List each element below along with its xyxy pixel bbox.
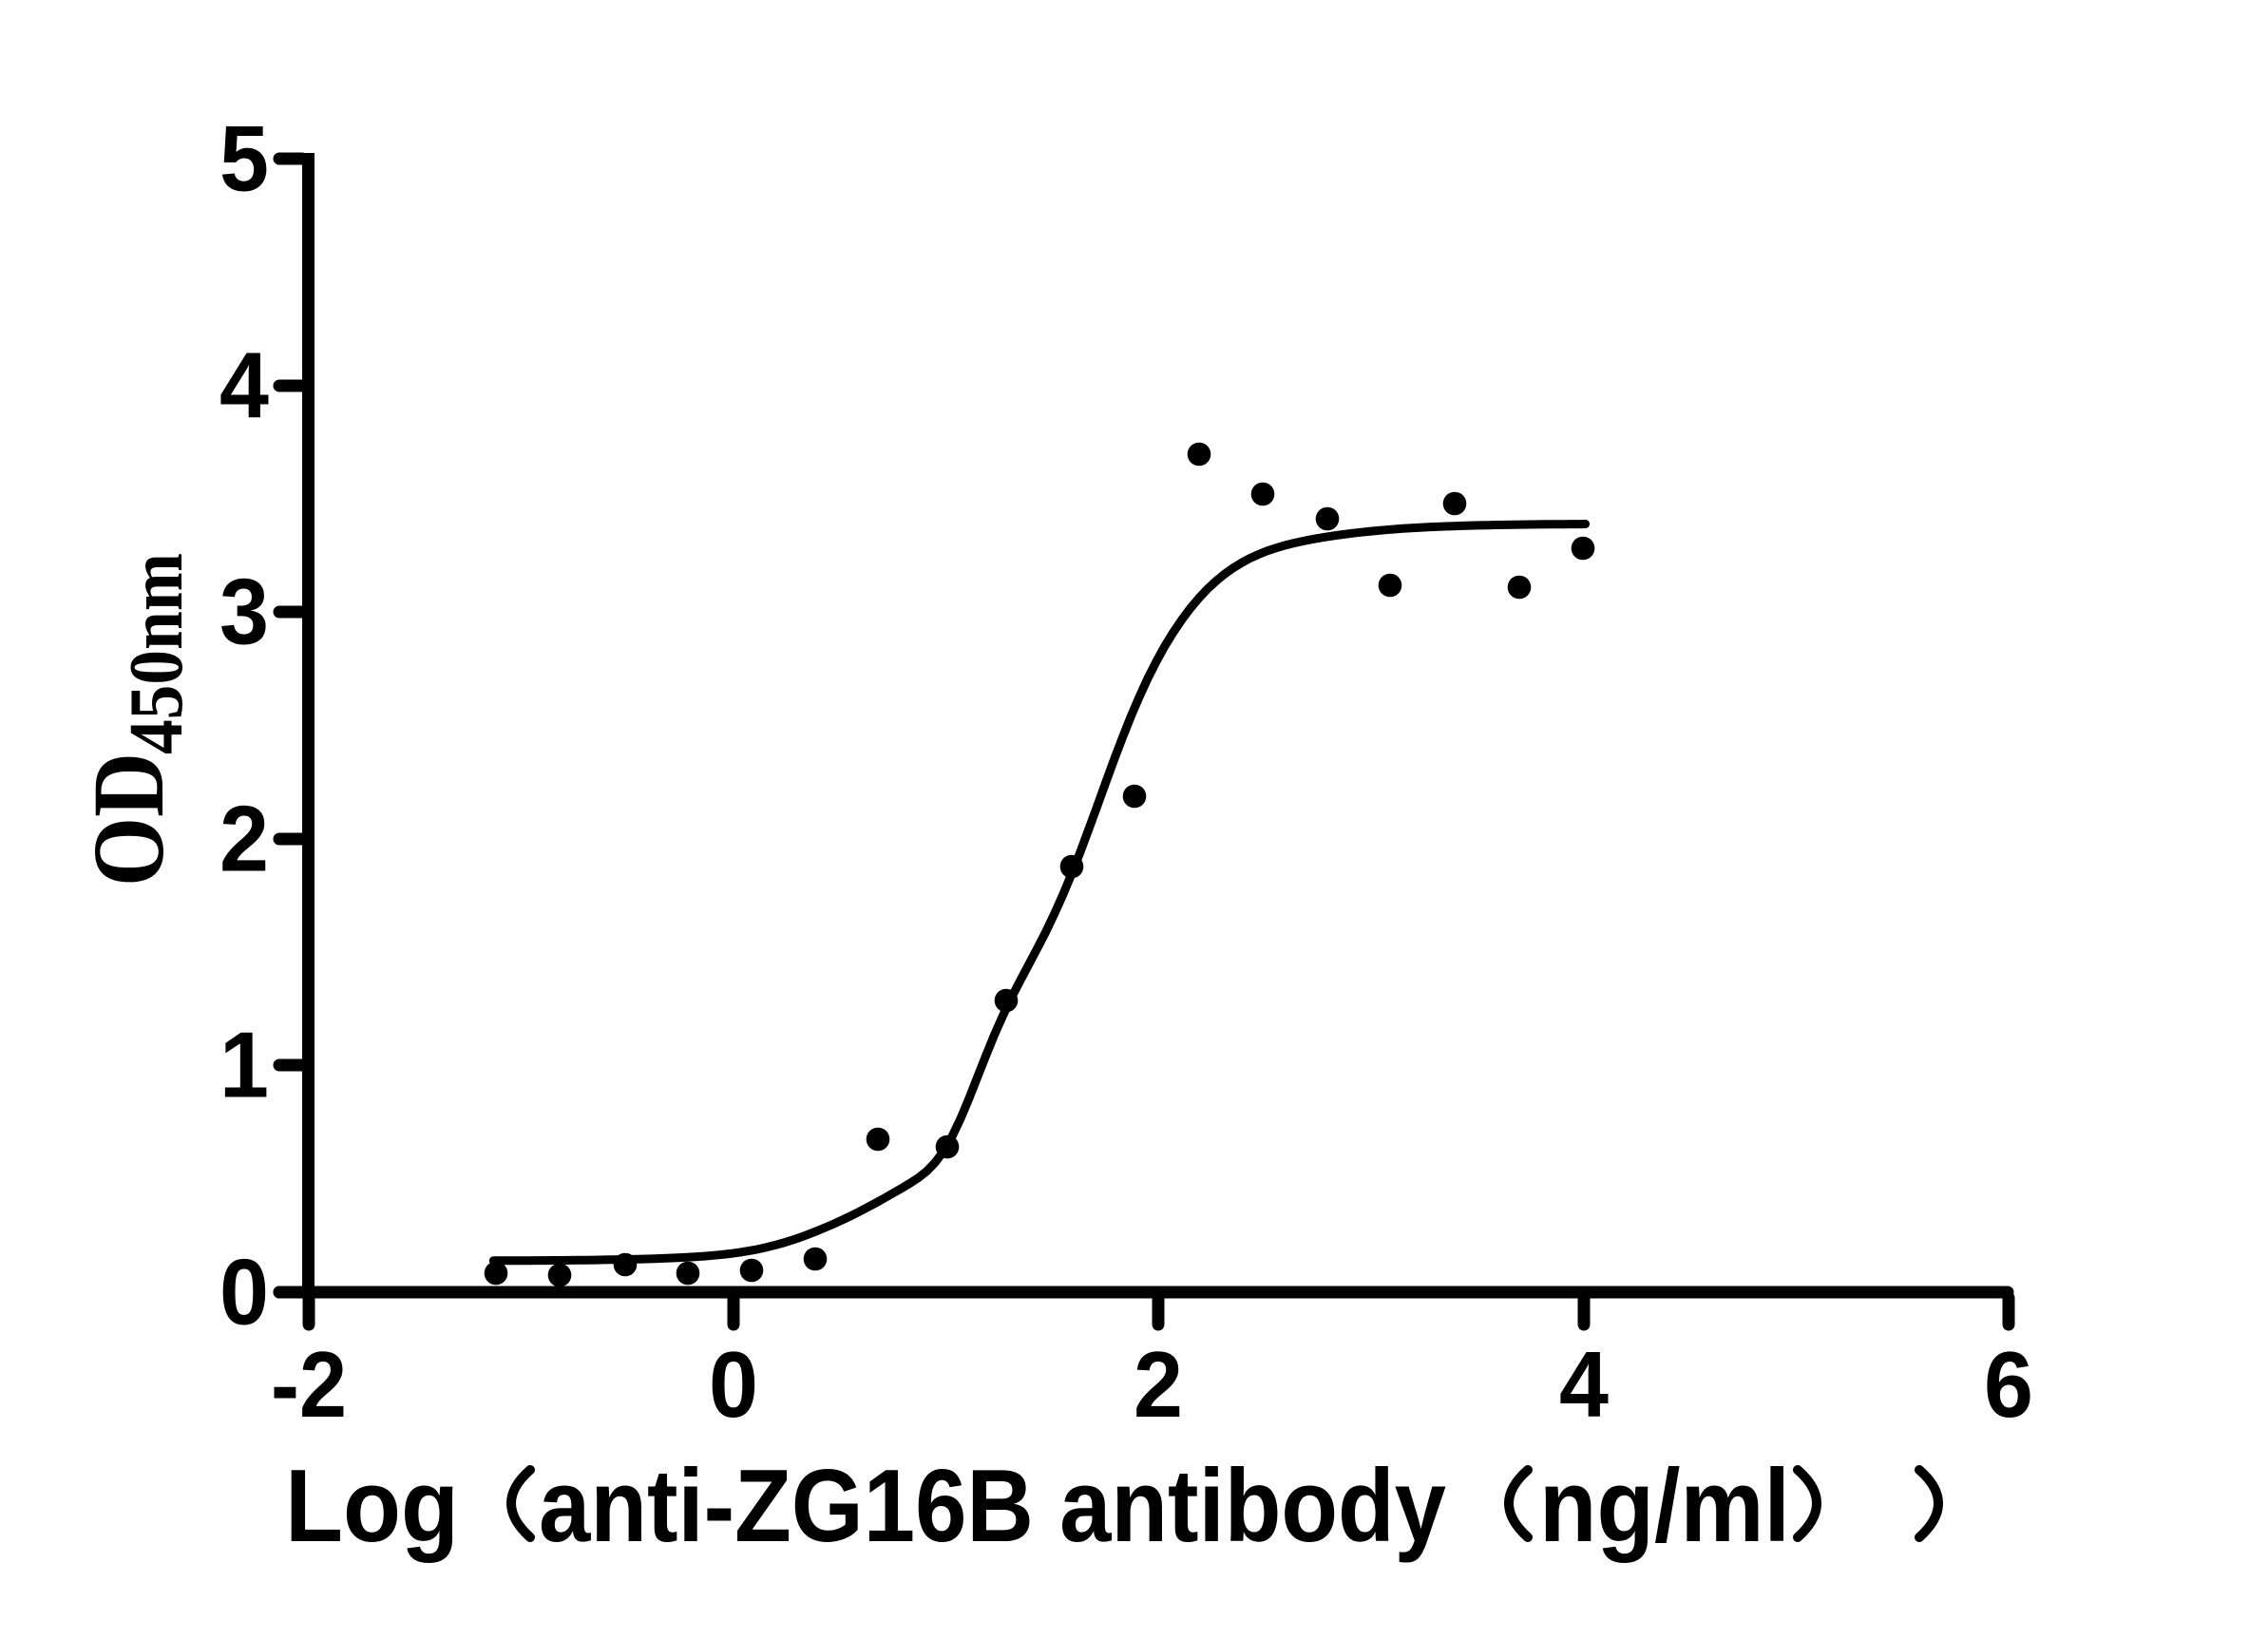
svg-text:4: 4 <box>1559 1332 1609 1437</box>
svg-text:-2: -2 <box>271 1332 347 1437</box>
svg-text:2: 2 <box>219 787 269 891</box>
svg-text:0: 0 <box>219 1240 269 1344</box>
svg-text:0: 0 <box>709 1332 758 1437</box>
svg-text:3: 3 <box>219 560 269 664</box>
svg-text:6: 6 <box>1984 1332 2033 1437</box>
svg-text:450nm: 450nm <box>113 553 199 754</box>
svg-text:Log: Log <box>285 1448 459 1564</box>
svg-text:OD: OD <box>73 753 185 886</box>
svg-text:4: 4 <box>219 334 269 438</box>
svg-text:anti-ZG16B antibody: anti-ZG16B antibody <box>539 1448 1446 1564</box>
svg-text:2: 2 <box>1134 1332 1183 1437</box>
svg-text:ng/ml: ng/ml <box>1539 1448 1790 1564</box>
svg-text:5: 5 <box>219 106 269 211</box>
svg-text:1: 1 <box>219 1013 269 1117</box>
